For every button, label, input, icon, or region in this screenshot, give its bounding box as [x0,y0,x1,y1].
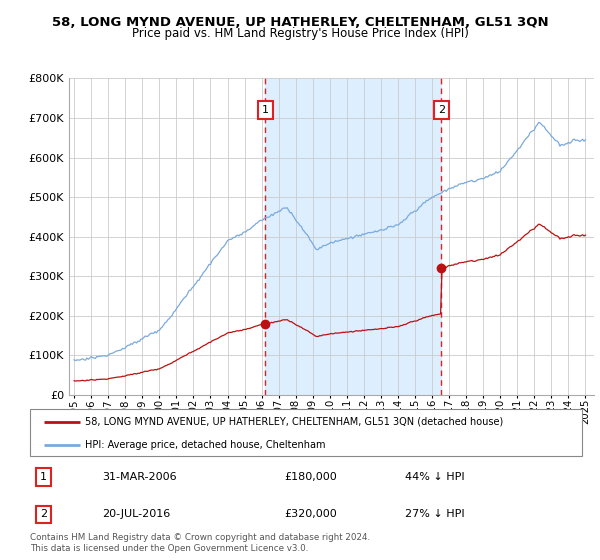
Text: 58, LONG MYND AVENUE, UP HATHERLEY, CHELTENHAM, GL51 3QN (detached house): 58, LONG MYND AVENUE, UP HATHERLEY, CHEL… [85,417,503,427]
Text: 2: 2 [40,510,47,520]
FancyBboxPatch shape [30,409,582,456]
Text: 31-MAR-2006: 31-MAR-2006 [102,472,176,482]
Text: Contains HM Land Registry data © Crown copyright and database right 2024.
This d: Contains HM Land Registry data © Crown c… [30,533,370,553]
Text: 44% ↓ HPI: 44% ↓ HPI [406,472,465,482]
Text: 1: 1 [40,472,47,482]
Bar [265,78,442,395]
Text: Price paid vs. HM Land Registry's House Price Index (HPI): Price paid vs. HM Land Registry's House … [131,27,469,40]
Text: 1: 1 [262,105,269,115]
Text: 58, LONG MYND AVENUE, UP HATHERLEY, CHELTENHAM, GL51 3QN: 58, LONG MYND AVENUE, UP HATHERLEY, CHEL… [52,16,548,29]
Text: HPI: Average price, detached house, Cheltenham: HPI: Average price, detached house, Chel… [85,440,326,450]
Text: 27% ↓ HPI: 27% ↓ HPI [406,510,465,520]
Text: £180,000: £180,000 [284,472,337,482]
Text: 20-JUL-2016: 20-JUL-2016 [102,510,170,520]
Text: £320,000: £320,000 [284,510,337,520]
Text: 2: 2 [438,105,445,115]
